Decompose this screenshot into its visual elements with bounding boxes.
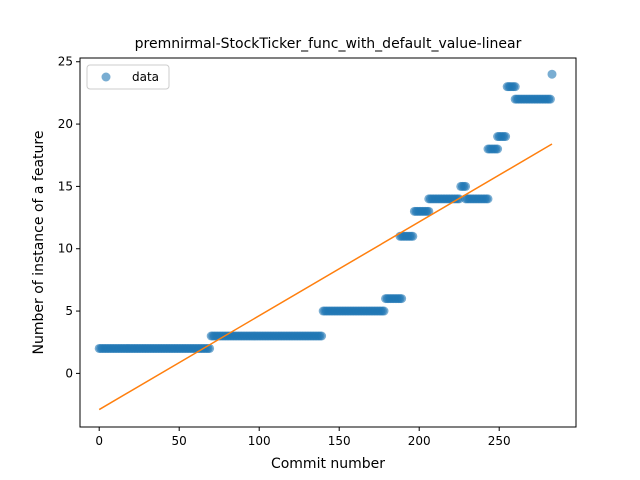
- data-point: [483, 194, 493, 204]
- y-tick-label: 25: [58, 55, 73, 69]
- x-tick-label: 200: [408, 434, 431, 448]
- chart-title: premnirmal-StockTicker_func_with_default…: [135, 36, 522, 52]
- data-point: [317, 331, 327, 341]
- y-tick-label: 20: [58, 117, 73, 131]
- y-tick-label: 15: [58, 179, 73, 193]
- plot-frame: [79, 57, 577, 428]
- data-point: [510, 82, 520, 92]
- data-point: [424, 206, 434, 216]
- legend-marker: [101, 72, 111, 82]
- fit-line: [98, 143, 553, 411]
- x-axis-label: Commit number: [271, 456, 385, 472]
- y-axis-label: Number of instance of a feature: [31, 131, 47, 355]
- y-tick-label: 5: [65, 304, 73, 318]
- y-tick-label: 0: [65, 366, 73, 380]
- x-tick-label: 100: [248, 434, 271, 448]
- data-point: [379, 306, 389, 316]
- legend-box: [86, 64, 170, 90]
- data-point: [545, 94, 555, 104]
- x-tick-label: 50: [172, 434, 187, 448]
- legend: data: [86, 64, 170, 90]
- x-tick-label: 150: [328, 434, 351, 448]
- data-point: [408, 231, 418, 241]
- x-tick-label: 0: [95, 434, 103, 448]
- data-point: [397, 294, 407, 304]
- data-point: [493, 144, 503, 154]
- y-tick-label: 10: [58, 242, 73, 256]
- x-tick-label: 250: [488, 434, 511, 448]
- data-point: [461, 181, 471, 191]
- legend-label-data: data: [132, 70, 159, 84]
- x-axis-ticks: 0 50 100 150 200 250: [95, 427, 511, 448]
- data-points: [94, 69, 557, 353]
- fit-line-layer: [98, 143, 553, 411]
- data-point: [547, 69, 557, 79]
- plot-area: [94, 69, 557, 411]
- data-point: [501, 132, 511, 142]
- y-axis-ticks: 0 5 10 15 20 25: [58, 55, 80, 380]
